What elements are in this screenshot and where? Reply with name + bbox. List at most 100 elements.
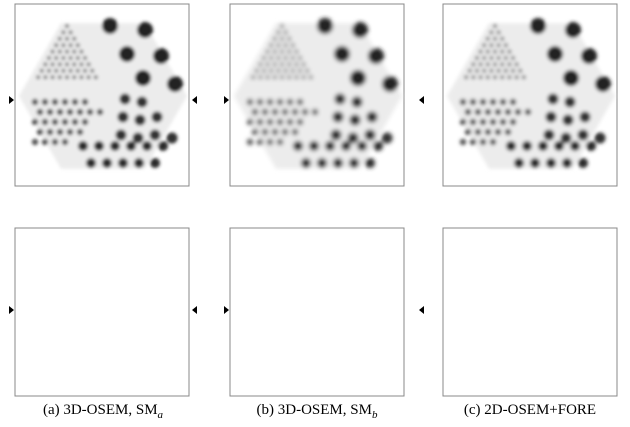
rod <box>58 75 62 79</box>
rod <box>500 50 504 54</box>
rod <box>52 99 58 105</box>
rod <box>87 75 91 79</box>
rod <box>134 158 144 168</box>
rod <box>368 48 384 64</box>
rod <box>266 50 270 54</box>
rod <box>90 69 94 73</box>
rod <box>504 56 508 60</box>
rod <box>475 109 481 115</box>
rod <box>276 43 280 47</box>
rod <box>317 158 327 168</box>
rod <box>47 69 51 73</box>
rod <box>116 130 127 141</box>
rod <box>475 129 481 135</box>
rod <box>352 97 363 108</box>
rod <box>79 75 83 79</box>
caption-text: (c) 2D-OSEM+FORE <box>464 402 596 418</box>
rod <box>273 75 277 79</box>
rod <box>515 62 519 66</box>
rod <box>120 94 131 105</box>
caption: (a) 3D-OSEM, SMa <box>3 402 203 421</box>
rod <box>69 56 73 60</box>
rod <box>267 139 273 145</box>
rod <box>382 133 393 144</box>
rod <box>493 75 497 79</box>
rod <box>72 50 76 54</box>
caption: (b) 3D-OSEM, SMb <box>217 402 417 421</box>
rod <box>58 62 62 66</box>
rod <box>479 62 483 66</box>
rod <box>298 56 302 60</box>
rod <box>258 62 262 66</box>
rod <box>247 99 253 105</box>
marker-left <box>224 306 229 314</box>
image-frame <box>15 228 189 396</box>
rod <box>280 62 284 66</box>
rod <box>470 119 476 125</box>
rod <box>500 37 504 41</box>
rod <box>83 69 87 73</box>
rod <box>277 119 283 125</box>
rod <box>350 115 361 126</box>
rod <box>293 141 303 151</box>
rod <box>262 109 268 115</box>
rod <box>269 43 273 47</box>
rod <box>504 43 508 47</box>
rod <box>287 119 293 125</box>
rod <box>267 119 273 125</box>
rod <box>62 139 68 145</box>
rod <box>36 75 40 79</box>
rod <box>61 56 65 60</box>
rod <box>298 69 302 73</box>
rod <box>43 75 47 79</box>
rod <box>150 130 161 141</box>
rod <box>460 119 466 125</box>
rod <box>267 99 273 105</box>
rod <box>365 130 376 141</box>
rod <box>490 99 496 105</box>
marker-left <box>419 306 424 314</box>
rod <box>102 18 118 34</box>
rod <box>280 75 284 79</box>
rod <box>460 99 466 105</box>
rod <box>51 75 55 79</box>
rod <box>505 129 511 135</box>
rod <box>252 129 258 135</box>
rod <box>325 141 335 151</box>
rod <box>547 46 563 62</box>
rod <box>367 112 378 123</box>
rod <box>357 141 367 151</box>
rod <box>282 129 288 135</box>
rod <box>273 37 277 41</box>
rod <box>350 70 366 86</box>
image-frame <box>230 228 404 396</box>
rod <box>118 158 128 168</box>
rod <box>486 50 490 54</box>
figure: (a) 3D-OSEM, SMa (b) 3D-OSEM, SMb (c) 2D… <box>0 0 630 427</box>
rod <box>257 119 263 125</box>
rod <box>497 69 501 73</box>
rod <box>32 139 38 145</box>
marker-left <box>9 306 14 314</box>
rod <box>284 69 288 73</box>
rod <box>333 112 344 123</box>
rod <box>262 69 266 73</box>
rod <box>78 141 88 151</box>
rod <box>76 43 80 47</box>
rod <box>562 158 572 168</box>
rod <box>522 75 526 79</box>
rod <box>312 109 318 115</box>
rod <box>489 69 493 73</box>
rod <box>97 109 103 115</box>
rod <box>137 22 153 38</box>
rod <box>470 99 476 105</box>
rod <box>500 62 504 66</box>
rod <box>257 99 263 105</box>
rod <box>82 119 88 125</box>
rod <box>72 62 76 66</box>
marker-right <box>192 306 197 314</box>
rod <box>287 37 291 41</box>
rod <box>352 22 368 38</box>
rod <box>514 158 524 168</box>
marker-right <box>192 96 197 104</box>
